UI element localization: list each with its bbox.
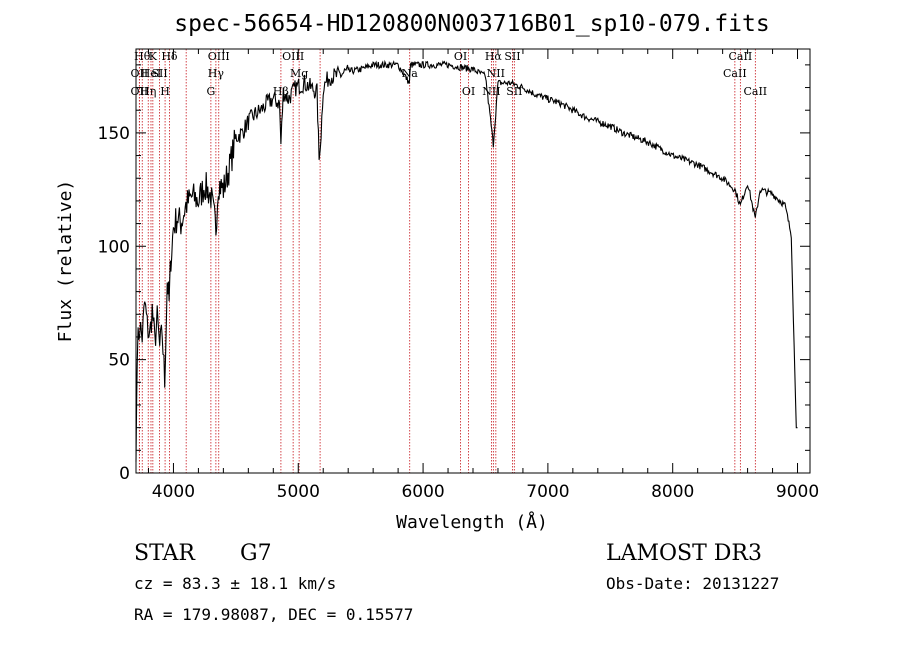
line-label: OI: [462, 85, 475, 98]
line-label: Hα: [485, 50, 503, 63]
x-tick-label: 7000: [526, 482, 569, 502]
survey-name: LAMOST DR3: [606, 541, 762, 566]
spectrum-line: [135, 59, 798, 462]
x-tick-label: 4000: [152, 482, 195, 502]
line-label: K: [149, 50, 158, 63]
spectral-line-markers: [138, 49, 756, 473]
ra-dec: RA = 179.98087, DEC = 0.15577: [134, 605, 413, 624]
line-label: CaII: [743, 85, 767, 98]
x-tick-label: 5000: [277, 482, 320, 502]
line-label: OI: [454, 50, 467, 63]
line-label: SII: [504, 50, 520, 63]
line-label: OIII: [208, 50, 230, 63]
x-axis-label: Wavelength (Å): [396, 511, 548, 533]
line-label: CaII: [723, 67, 747, 80]
observation-date: Obs-Date: 20131227: [606, 574, 779, 593]
y-axis-label: Flux (relative): [55, 180, 76, 343]
line-label: HeI: [141, 67, 161, 80]
x-tick-label: 9000: [776, 482, 819, 502]
line-label: H: [160, 85, 170, 98]
line-label: OIII: [282, 50, 304, 63]
line-label: G: [206, 85, 215, 98]
y-tick-label: 100: [98, 237, 130, 257]
x-tick-label: 8000: [651, 482, 694, 502]
line-label: CaII: [729, 50, 753, 63]
line-label: Hγ: [208, 67, 225, 80]
object-subclass: G7: [240, 541, 272, 566]
redshift-cz: cz = 83.3 ± 18.1 km/s: [134, 574, 336, 593]
chart-title: spec-56654-HD120800N003716B01_sp10-079.f…: [174, 11, 769, 37]
line-label: SII: [151, 67, 167, 80]
object-class: STAR: [134, 541, 196, 566]
y-tick-label: 150: [98, 124, 130, 144]
line-label: NII: [487, 67, 505, 80]
plot-frame: [135, 48, 811, 474]
y-tick-label: 0: [119, 464, 130, 484]
line-label: OII: [131, 85, 149, 98]
line-label: Hη: [140, 85, 156, 98]
line-label: Hδ: [161, 50, 178, 63]
x-tick-label: 6000: [401, 482, 444, 502]
line-label: Mg: [290, 67, 308, 80]
y-axis-ticks: 0 50 100 150: [98, 64, 810, 484]
line-label: Hθ: [134, 50, 151, 63]
x-axis-ticks: 4000 5000 6000 7000 8000 9000: [147, 49, 819, 502]
y-tick-label: 50: [108, 351, 130, 371]
line-label: OII: [131, 67, 149, 80]
